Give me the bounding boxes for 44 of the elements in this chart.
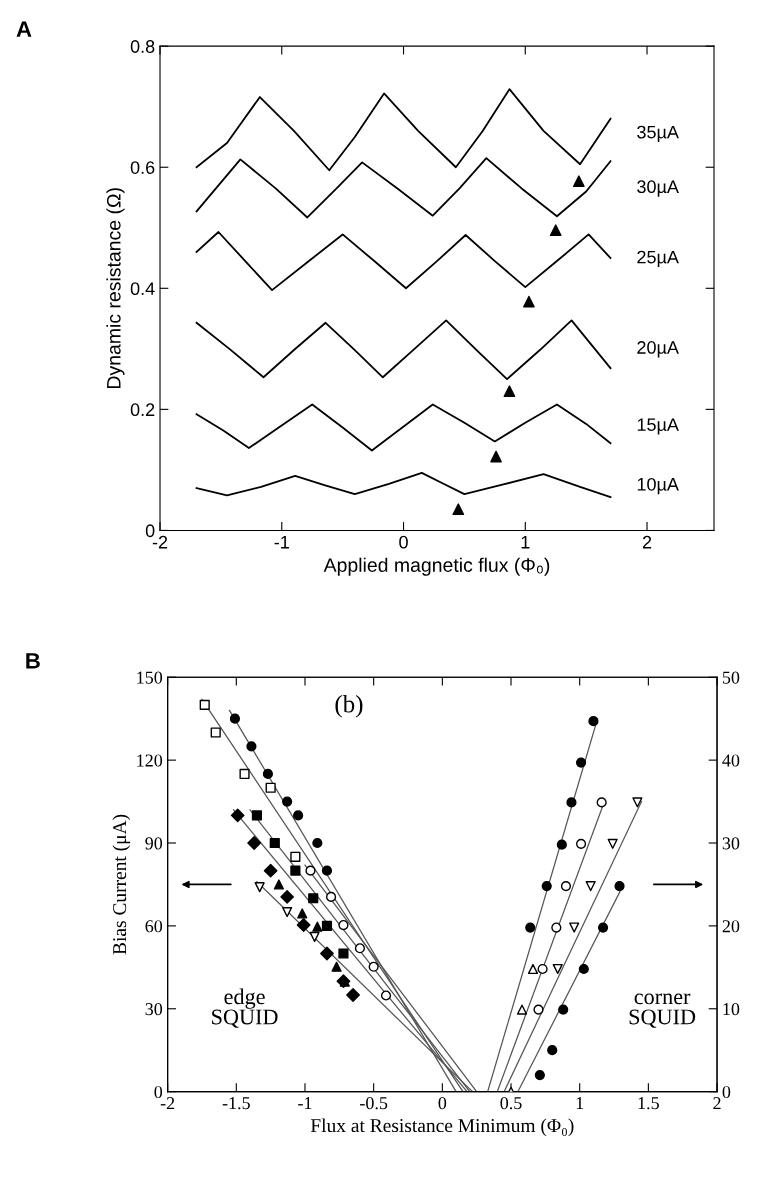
y-tick-label: 0: [154, 1085, 163, 1099]
y2-tick-label: 0: [722, 1085, 731, 1099]
y-tick-label: 60: [145, 920, 163, 933]
series-label: 25µA: [637, 250, 679, 268]
x-axis-title: Applied magnetic flux (Φ₀): [323, 557, 550, 576]
y2-tick-label: 50: [722, 671, 740, 684]
chart-title: B: [26, 653, 40, 669]
y2-tick-label: 40: [722, 754, 740, 767]
y-tick-label: 0.4: [130, 282, 155, 296]
x-tick-label: 0.5: [500, 1097, 522, 1110]
series-label: 10µA: [637, 477, 679, 495]
series-label: 35µA: [637, 125, 679, 143]
x-axis-title: Flux at Resistance Minimum (Φ₀): [310, 1118, 574, 1137]
x-tick-label: 1: [576, 1097, 584, 1110]
x-tick-label: -1: [274, 535, 289, 549]
y-tick-label: 30: [145, 1003, 163, 1016]
x-tick-label: -1: [298, 1097, 312, 1110]
x-tick-label: 0: [399, 535, 408, 549]
x-tick-label: 1: [521, 535, 530, 549]
x-tick-label: 2: [713, 1097, 721, 1110]
x-tick-label: -0.5: [360, 1097, 388, 1110]
chart-title: A: [16, 21, 32, 37]
series-label: 15µA: [637, 418, 679, 435]
x-tick-label: 0: [438, 1097, 447, 1110]
y-tick-label: 0.2: [130, 403, 155, 417]
y-tick-label: 120: [137, 754, 163, 767]
y-tick-label: 90: [145, 837, 163, 850]
series-label: 30µA: [637, 180, 679, 197]
y-tick-label: 150: [137, 671, 163, 684]
series-label: 20µA: [637, 341, 679, 358]
x-tick-label: -1.5: [222, 1097, 250, 1110]
annotation: corner SQUID: [629, 993, 696, 1028]
x-tick-label: 1.5: [638, 1097, 659, 1110]
y2-tick-label: 10: [723, 1003, 740, 1016]
y-axis-title: Dynamic resistance (Ω): [106, 188, 125, 388]
y2-tick-label: 30: [722, 837, 740, 850]
x-tick-label: 2: [642, 535, 652, 549]
y-axis-title: Bias Current (μA): [112, 814, 131, 955]
annotation: (b): [335, 694, 363, 718]
y-tick-label: 0.6: [130, 161, 155, 174]
annotation: edge SQUID: [212, 988, 278, 1028]
y-tick-label: 0.8: [130, 40, 155, 53]
x-tick-label: -2: [160, 1097, 175, 1110]
y2-tick-label: 20: [722, 920, 740, 933]
